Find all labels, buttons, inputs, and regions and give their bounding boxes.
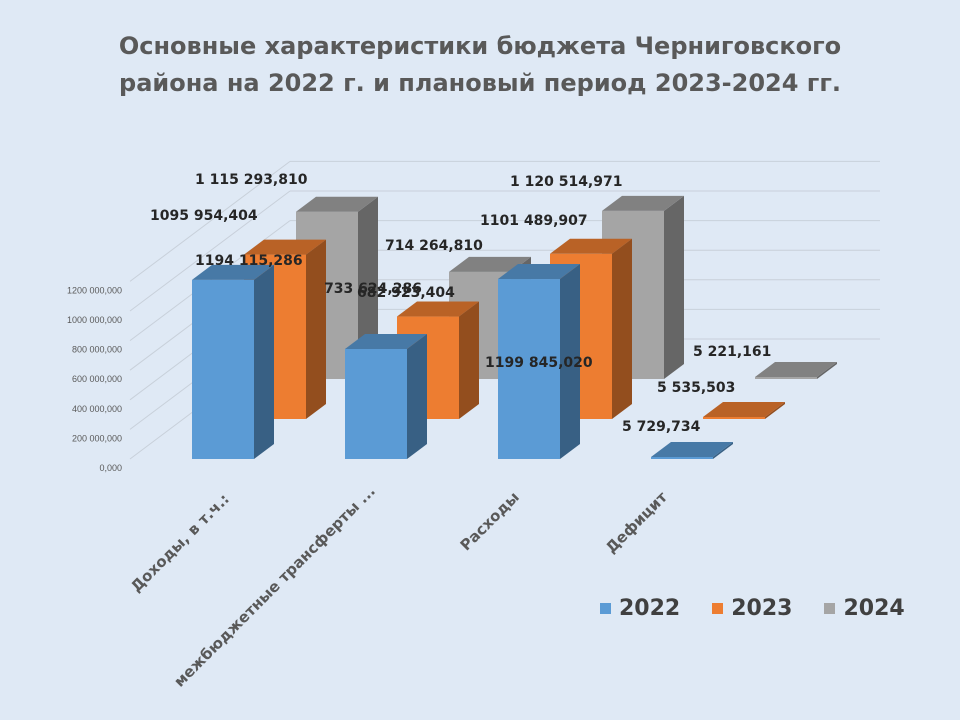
gridline-slant	[129, 160, 291, 282]
bar-top-2023-3	[703, 402, 785, 417]
data-label-2023-3: 5 535,503	[657, 380, 735, 396]
y-tick-label: 0,000	[99, 463, 122, 473]
bar-side-2022-2	[560, 264, 580, 459]
data-label-2023-2: 1101 489,907	[480, 213, 588, 229]
data-label-2022-0: 1194 115,286	[195, 253, 303, 269]
bar-side-2023-0	[306, 239, 326, 419]
bar-side-2024-3	[817, 362, 837, 379]
y-tick-label: 1000 000,000	[67, 315, 122, 325]
legend-label-2024: 2024	[843, 596, 905, 621]
bar-top-2023-1	[397, 301, 479, 317]
bar-side-2023-1	[459, 301, 479, 419]
bar-side-2022-3	[713, 442, 733, 459]
legend-item-2022: 2022	[600, 596, 680, 621]
bar-side-2023-3	[765, 402, 785, 419]
legend-swatch-2024	[824, 603, 836, 614]
data-label-2024-2: 1 120 514,971	[510, 174, 622, 190]
bar-front-2022-0	[192, 279, 254, 459]
gridline-slant	[129, 190, 291, 312]
bar-side-2024-2	[664, 195, 684, 379]
y-tick-label: 600 000,000	[72, 374, 122, 384]
data-label-2024-1: 714 264,810	[385, 238, 483, 254]
x-category-label-0: Доходы, в т.ч.:	[127, 490, 233, 596]
bar-side-2022-0	[254, 264, 274, 459]
y-tick-label: 800 000,000	[72, 345, 122, 355]
bar-top-2022-1	[345, 333, 427, 349]
chart-title-line-1: Основные характеристики бюджета Чернигов…	[118, 32, 842, 60]
bar-top-2024-3	[755, 362, 837, 377]
legend-item-2023: 2023	[712, 596, 792, 621]
data-label-2022-2: 1199 845,020	[485, 355, 593, 371]
bar-front-2023-3	[703, 417, 765, 419]
legend-swatch-2022	[600, 603, 611, 614]
bar-front-2024-3	[755, 377, 817, 379]
bar-top-2022-3	[651, 442, 733, 457]
x-category-label-2: Расходы	[457, 488, 523, 554]
bar-side-2023-2	[612, 238, 632, 419]
data-label-2024-3: 5 221,161	[693, 344, 771, 360]
data-label-2022-1: 733 624,286	[324, 281, 422, 297]
bar-front-2022-2	[498, 279, 560, 459]
legend-swatch-2023	[712, 603, 724, 614]
x-category-label-3: Дефицит	[602, 488, 671, 557]
data-label-2023-0: 1095 954,404	[150, 208, 258, 224]
bar-top-2023-0	[244, 239, 326, 255]
bar-top-2022-0	[192, 264, 274, 280]
y-tick-label: 200 000,000	[72, 433, 122, 443]
chart-title-line-2: района на 2022 г. и плановый период 2023…	[119, 69, 841, 97]
bar-side-2022-1	[407, 333, 427, 459]
bar-side-2024-0	[358, 196, 378, 379]
bar-top-2023-2	[550, 238, 632, 254]
bar-top-2024-1	[449, 256, 531, 272]
y-tick-label: 1200 000,000	[67, 285, 122, 295]
chart-title: Основные характеристики бюджета Чернигов…	[0, 28, 960, 102]
bar-front-2022-1	[345, 348, 407, 459]
bar-top-2024-2	[602, 195, 684, 211]
data-label-2023-1: 682 923,404	[357, 285, 455, 301]
legend: 2022 2023 2024	[600, 596, 905, 621]
data-label-2024-0: 1 115 293,810	[195, 172, 308, 188]
bar-top-2022-2	[498, 264, 580, 280]
legend-label-2023: 2023	[731, 596, 793, 621]
data-label-2022-3: 5 729,734	[622, 419, 701, 435]
legend-label-2022: 2022	[619, 596, 681, 621]
bar-front-2022-3	[651, 457, 713, 459]
bar-top-2024-0	[296, 196, 378, 212]
legend-item-2024: 2024	[824, 596, 905, 621]
y-tick-label: 400 000,000	[72, 404, 122, 414]
